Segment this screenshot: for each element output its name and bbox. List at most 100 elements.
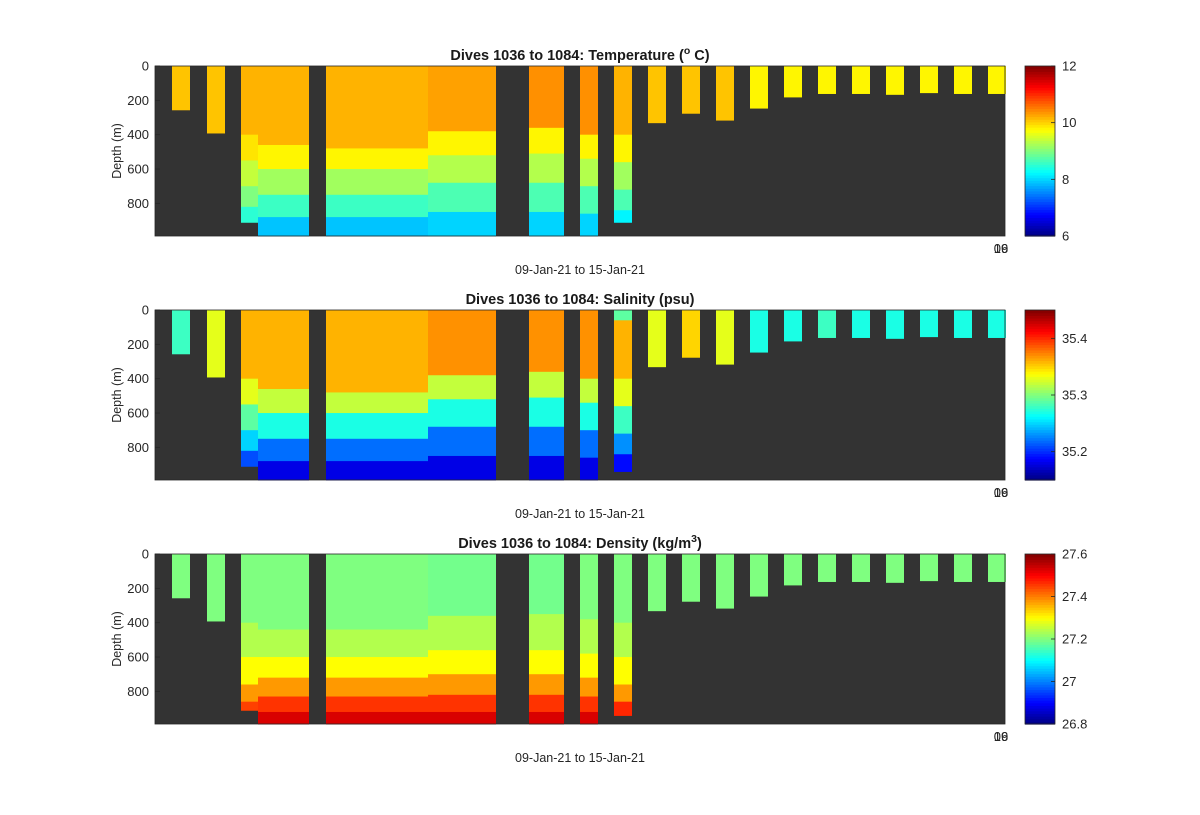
profile-band [241,622,258,658]
profile-column [258,66,309,237]
colorbar-step [1025,588,1055,592]
colorbar-step [1025,577,1055,582]
colorbar-step [1025,357,1055,362]
colorbar-step [1025,220,1055,224]
profile-band [428,131,496,156]
x-tick-label: 16 [994,241,1008,256]
y-tick-label: 800 [127,684,149,699]
profile-band [428,455,496,481]
colorbar-step [1025,331,1055,335]
profile-band [326,392,428,414]
profile-column [682,554,700,602]
profile-band [326,554,428,631]
profile-band [716,310,734,365]
profile-band [326,413,428,440]
colorbar-step [1025,649,1055,653]
profile-band [258,169,309,196]
profile-band [529,371,564,399]
colorbar-step [1025,204,1055,208]
colorbar-step [1025,188,1055,192]
y-tick-label: 200 [127,581,149,596]
colorbar-step [1025,615,1055,619]
colorbar-step [1025,140,1055,144]
profile-band [750,310,768,353]
profile-column [716,66,734,121]
colorbar: 35.2 35.3 35.4 [1024,309,1087,481]
profile-band [207,554,225,622]
profile-band [529,66,564,129]
colorbar-step [1025,461,1055,465]
colorbar-step [1025,132,1055,136]
profile-band [1001,310,1005,338]
colorbar-step [1025,692,1055,696]
colorbar-step [1025,376,1055,380]
panel-1: 0 200 400 600 800 Depth (m) Dives 1036 to 1084… [110,45,1076,277]
profile-column [614,554,632,716]
colorbar-tick-label: 27 [1062,674,1076,689]
colorbar-step [1025,228,1055,232]
colorbar-step [1025,437,1055,441]
colorbar-step [1025,158,1055,163]
colorbar-step [1025,572,1055,576]
profile-band [614,210,632,223]
colorbar-step [1025,424,1055,428]
profile-band [428,615,496,651]
colorbar-step [1025,434,1055,439]
colorbar-step [1025,379,1055,383]
colorbar-frame [1024,65,1056,237]
profile-band [529,674,564,696]
colorbar-step [1025,575,1055,579]
profile-band [580,619,598,655]
profile-band [258,194,309,218]
colorbar-step [1025,641,1055,645]
profile-band [529,455,564,481]
colorbar-tick-label: 12 [1062,59,1076,74]
profile-band [954,554,972,582]
profile-band [428,650,496,675]
x-tick-label: 09 [994,241,1008,256]
profile-band [886,66,904,95]
y-axis-label: Depth (m) [110,611,124,667]
profile-band [682,310,700,358]
profile-column [784,554,802,586]
colorbar-step [1025,209,1055,213]
profile-column [784,310,802,342]
colorbar-step [1025,440,1055,444]
profile-band [529,397,564,428]
colorbar-step [1025,135,1055,139]
colorbar-step [1025,339,1055,343]
profile-band [954,310,972,338]
profile-band [241,310,258,380]
colorbar-step [1025,684,1055,688]
profile-band [529,127,564,155]
colorbar-step [1025,214,1055,219]
colorbar-step [1025,464,1055,468]
colorbar-step [1025,177,1055,181]
colorbar-step [1025,442,1055,447]
profile-band [1001,66,1005,94]
y-tick-label: 600 [127,650,149,665]
colorbar-step [1025,585,1055,590]
colorbar: 26.8 27 27.2 27.4 27.6 [1024,547,1087,732]
profile-band [258,413,309,440]
colorbar-step [1025,466,1055,470]
profile-band [428,426,496,457]
colorbar-tick-label: 27.6 [1062,547,1087,562]
colorbar-step [1025,71,1055,75]
profile-band [580,402,598,431]
profile-column [326,310,428,481]
profile-band [529,694,564,713]
profile-column [920,554,938,582]
profile-column [852,66,870,94]
colorbar-step [1025,76,1055,80]
profile-band [886,554,904,583]
colorbar-step [1025,453,1055,457]
colorbar-step [1025,676,1055,680]
colorbar-step [1025,554,1055,558]
y-tick-label: 200 [127,93,149,108]
x-tick-label: 09 [994,485,1008,500]
profile-column [852,310,870,338]
colorbar-step [1025,137,1055,141]
colorbar-step [1025,609,1055,614]
colorbar-step [1025,556,1055,560]
